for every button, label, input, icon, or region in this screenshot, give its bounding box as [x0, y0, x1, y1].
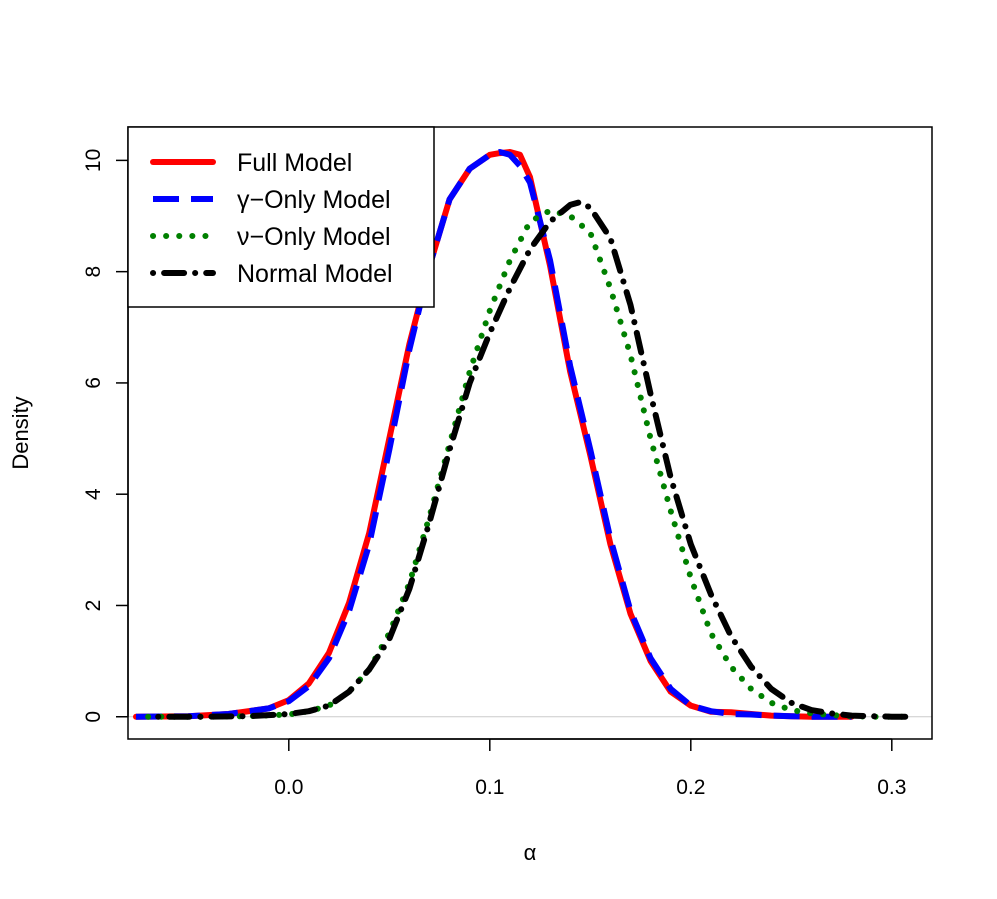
legend-label-3: Normal Model	[237, 260, 393, 288]
x-axis: 0.0 0.1 0.2 0.3	[274, 738, 906, 799]
y-tick-label: 4	[82, 488, 105, 500]
y-tick-label: 6	[82, 377, 105, 389]
y-tick-label: 10	[82, 149, 105, 172]
legend-label-0: Full Model	[237, 149, 352, 177]
legend: Full Model γ−Only Model ν−Only Model Normal…	[127, 126, 435, 308]
y-tick-label: 8	[82, 266, 105, 278]
x-tick-label: 0.3	[877, 776, 906, 799]
x-tick-label: 0.2	[676, 776, 705, 799]
y-axis: 0 2 4 6 8 10	[82, 149, 129, 723]
y-axis-label: Density	[8, 396, 33, 469]
series-layer	[133, 149, 919, 720]
y-tick-label: 2	[82, 600, 105, 612]
legend-label-2: ν−Only Model	[237, 223, 391, 251]
legend-label-1: γ−Only Model	[237, 186, 391, 214]
x-tick-label: 0.1	[475, 776, 504, 799]
x-axis-label: α	[524, 840, 537, 865]
y-tick-label: 0	[82, 711, 105, 723]
legend-box	[127, 126, 435, 308]
x-tick-label: 0.0	[274, 776, 303, 799]
series-line-3	[155, 199, 919, 720]
series-line-1	[135, 149, 852, 720]
